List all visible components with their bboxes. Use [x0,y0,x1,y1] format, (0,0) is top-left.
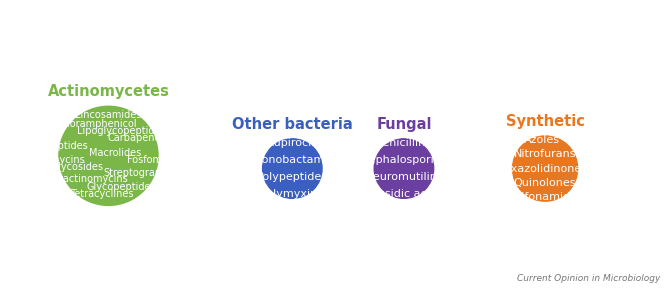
Text: Ansamycins: Ansamycins [27,155,85,165]
Text: Sulfonamides: Sulfonamides [507,192,583,202]
Text: Monobactams: Monobactams [253,155,332,165]
Text: Actinomycetes: Actinomycetes [48,84,170,99]
Circle shape [375,139,433,198]
Text: Macrolides: Macrolides [89,148,141,158]
Text: Glycopeptides: Glycopeptides [87,181,156,192]
Text: Synthetic: Synthetic [506,114,584,129]
Text: Lipoglycopeptides: Lipoglycopeptides [77,126,166,136]
Text: Polymyxins: Polymyxins [261,190,324,199]
Text: Chloramphenicol: Chloramphenicol [54,118,137,129]
Circle shape [263,139,322,198]
Circle shape [513,136,578,201]
Text: Cephalosporins: Cephalosporins [361,155,447,165]
Text: Lipopeptides: Lipopeptides [25,141,87,151]
Text: Current Opinion in Microbiology: Current Opinion in Microbiology [517,274,661,283]
Text: Quinolones: Quinolones [514,178,576,188]
Text: Fungal: Fungal [376,117,431,132]
Text: Penicillins: Penicillins [377,138,431,148]
Circle shape [59,106,158,205]
Text: Fosfomycin: Fosfomycin [127,155,182,165]
Text: Oxazolidinones: Oxazolidinones [502,164,588,174]
Text: Polypeptides: Polypeptides [257,172,328,182]
Text: Lincosamides: Lincosamides [75,110,141,120]
Text: Azoles*: Azoles* [525,135,566,145]
Text: Mupirocin: Mupirocin [265,138,320,148]
Text: Streptogramins: Streptogramins [104,168,179,178]
Text: Tuberactinomycins: Tuberactinomycins [36,174,128,184]
Text: Tetracyclines: Tetracyclines [70,189,133,199]
Text: Pleuromutilins: Pleuromutilins [364,172,444,182]
Text: Aminoglycosides: Aminoglycosides [21,162,103,172]
Text: Carbapenems: Carbapenems [107,134,176,143]
Text: Fusidic acid: Fusidic acid [371,190,436,199]
Text: Other bacteria: Other bacteria [232,117,352,132]
Text: Nitrofurans: Nitrofurans [514,149,576,160]
